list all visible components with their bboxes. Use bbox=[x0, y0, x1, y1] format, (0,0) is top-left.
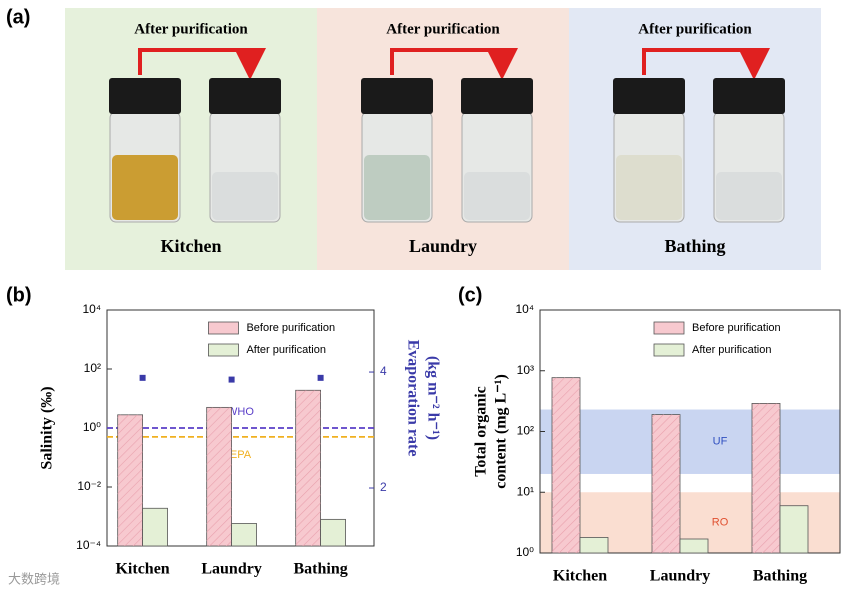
marker bbox=[317, 374, 324, 381]
bar bbox=[231, 523, 257, 547]
y-tick-label: 10⁰ bbox=[83, 420, 101, 434]
x-tick-label: Kitchen bbox=[115, 561, 169, 578]
arrow-label: After purification bbox=[386, 21, 500, 37]
legend-swatch bbox=[653, 343, 685, 357]
arrow-label: After purification bbox=[134, 21, 248, 37]
vial-cap bbox=[209, 78, 281, 114]
vial-liquid bbox=[112, 155, 178, 220]
y2-tick-label: 2 bbox=[380, 480, 387, 494]
arrow bbox=[390, 48, 518, 80]
y-tick-label: 10⁰ bbox=[516, 545, 534, 559]
marker bbox=[228, 376, 235, 383]
vial-cap bbox=[109, 78, 181, 114]
x-tick-label: Laundry bbox=[201, 561, 261, 578]
bar-hatch bbox=[652, 414, 680, 553]
panel-label: (c) bbox=[458, 284, 482, 306]
band-label: UF bbox=[713, 436, 728, 448]
bar bbox=[142, 507, 168, 547]
reference-label: EPA bbox=[230, 449, 252, 461]
legend-label: Before purification bbox=[692, 322, 781, 334]
vial-liquid bbox=[616, 155, 682, 220]
vial-liquid bbox=[364, 155, 430, 220]
bar-hatch bbox=[206, 407, 232, 546]
sample-name: Laundry bbox=[409, 236, 477, 256]
y2-axis-label: Evaporation rate bbox=[404, 340, 421, 457]
y-tick-label: 10¹ bbox=[517, 484, 534, 498]
marker bbox=[139, 374, 146, 381]
vial-cap bbox=[613, 78, 685, 114]
reference-label: WHO bbox=[227, 406, 254, 418]
bar bbox=[779, 505, 809, 554]
y-axis-label: Salinity (‰) bbox=[39, 386, 56, 469]
legend-swatch bbox=[653, 321, 685, 335]
y-tick-label: 10² bbox=[84, 361, 101, 375]
legend-label: After purification bbox=[246, 344, 325, 356]
bar-hatch bbox=[295, 390, 321, 546]
watermark: 大数跨境 bbox=[8, 571, 60, 586]
vial-cap bbox=[713, 78, 785, 114]
sample-name: Bathing bbox=[664, 236, 725, 256]
band bbox=[540, 409, 840, 474]
vial-liquid bbox=[464, 172, 530, 220]
bar bbox=[579, 537, 609, 554]
y-axis-label: content (mg L⁻¹) bbox=[493, 374, 510, 489]
arrow-label: After purification bbox=[638, 21, 752, 37]
vial-liquid bbox=[212, 172, 278, 220]
y-tick-label: 10⁻² bbox=[77, 479, 101, 493]
legend-swatch bbox=[208, 321, 239, 335]
legend-swatch bbox=[208, 343, 239, 357]
y-axis-label: Total organic bbox=[473, 386, 490, 477]
y-tick-label: 10⁴ bbox=[515, 302, 534, 316]
bar bbox=[679, 538, 709, 554]
y-tick-label: 10⁴ bbox=[82, 302, 101, 316]
y2-axis-label: (kg m⁻² h⁻¹) bbox=[424, 356, 441, 440]
bar-hatch bbox=[117, 414, 143, 546]
band-label: RO bbox=[712, 517, 729, 529]
bar-hatch bbox=[552, 377, 580, 553]
arrow bbox=[642, 48, 770, 80]
vial-cap bbox=[461, 78, 533, 114]
y-tick-label: 10⁻⁴ bbox=[76, 538, 101, 552]
y-tick-label: 10³ bbox=[517, 363, 534, 377]
legend-label: Before purification bbox=[246, 322, 335, 334]
x-tick-label: Laundry bbox=[650, 568, 710, 585]
bar-hatch bbox=[752, 403, 780, 553]
y2-tick-label: 4 bbox=[380, 364, 387, 378]
panel-label: (b) bbox=[6, 284, 32, 306]
panel-label: (a) bbox=[6, 6, 30, 28]
vial-cap bbox=[361, 78, 433, 114]
arrow bbox=[138, 48, 266, 80]
y-tick-label: 10² bbox=[517, 424, 534, 438]
x-tick-label: Bathing bbox=[753, 568, 807, 585]
bar bbox=[320, 518, 346, 547]
vial-liquid bbox=[716, 172, 782, 220]
sample-name: Kitchen bbox=[161, 236, 222, 256]
x-tick-label: Bathing bbox=[293, 561, 347, 578]
x-tick-label: Kitchen bbox=[553, 568, 607, 585]
legend-label: After purification bbox=[692, 344, 771, 356]
